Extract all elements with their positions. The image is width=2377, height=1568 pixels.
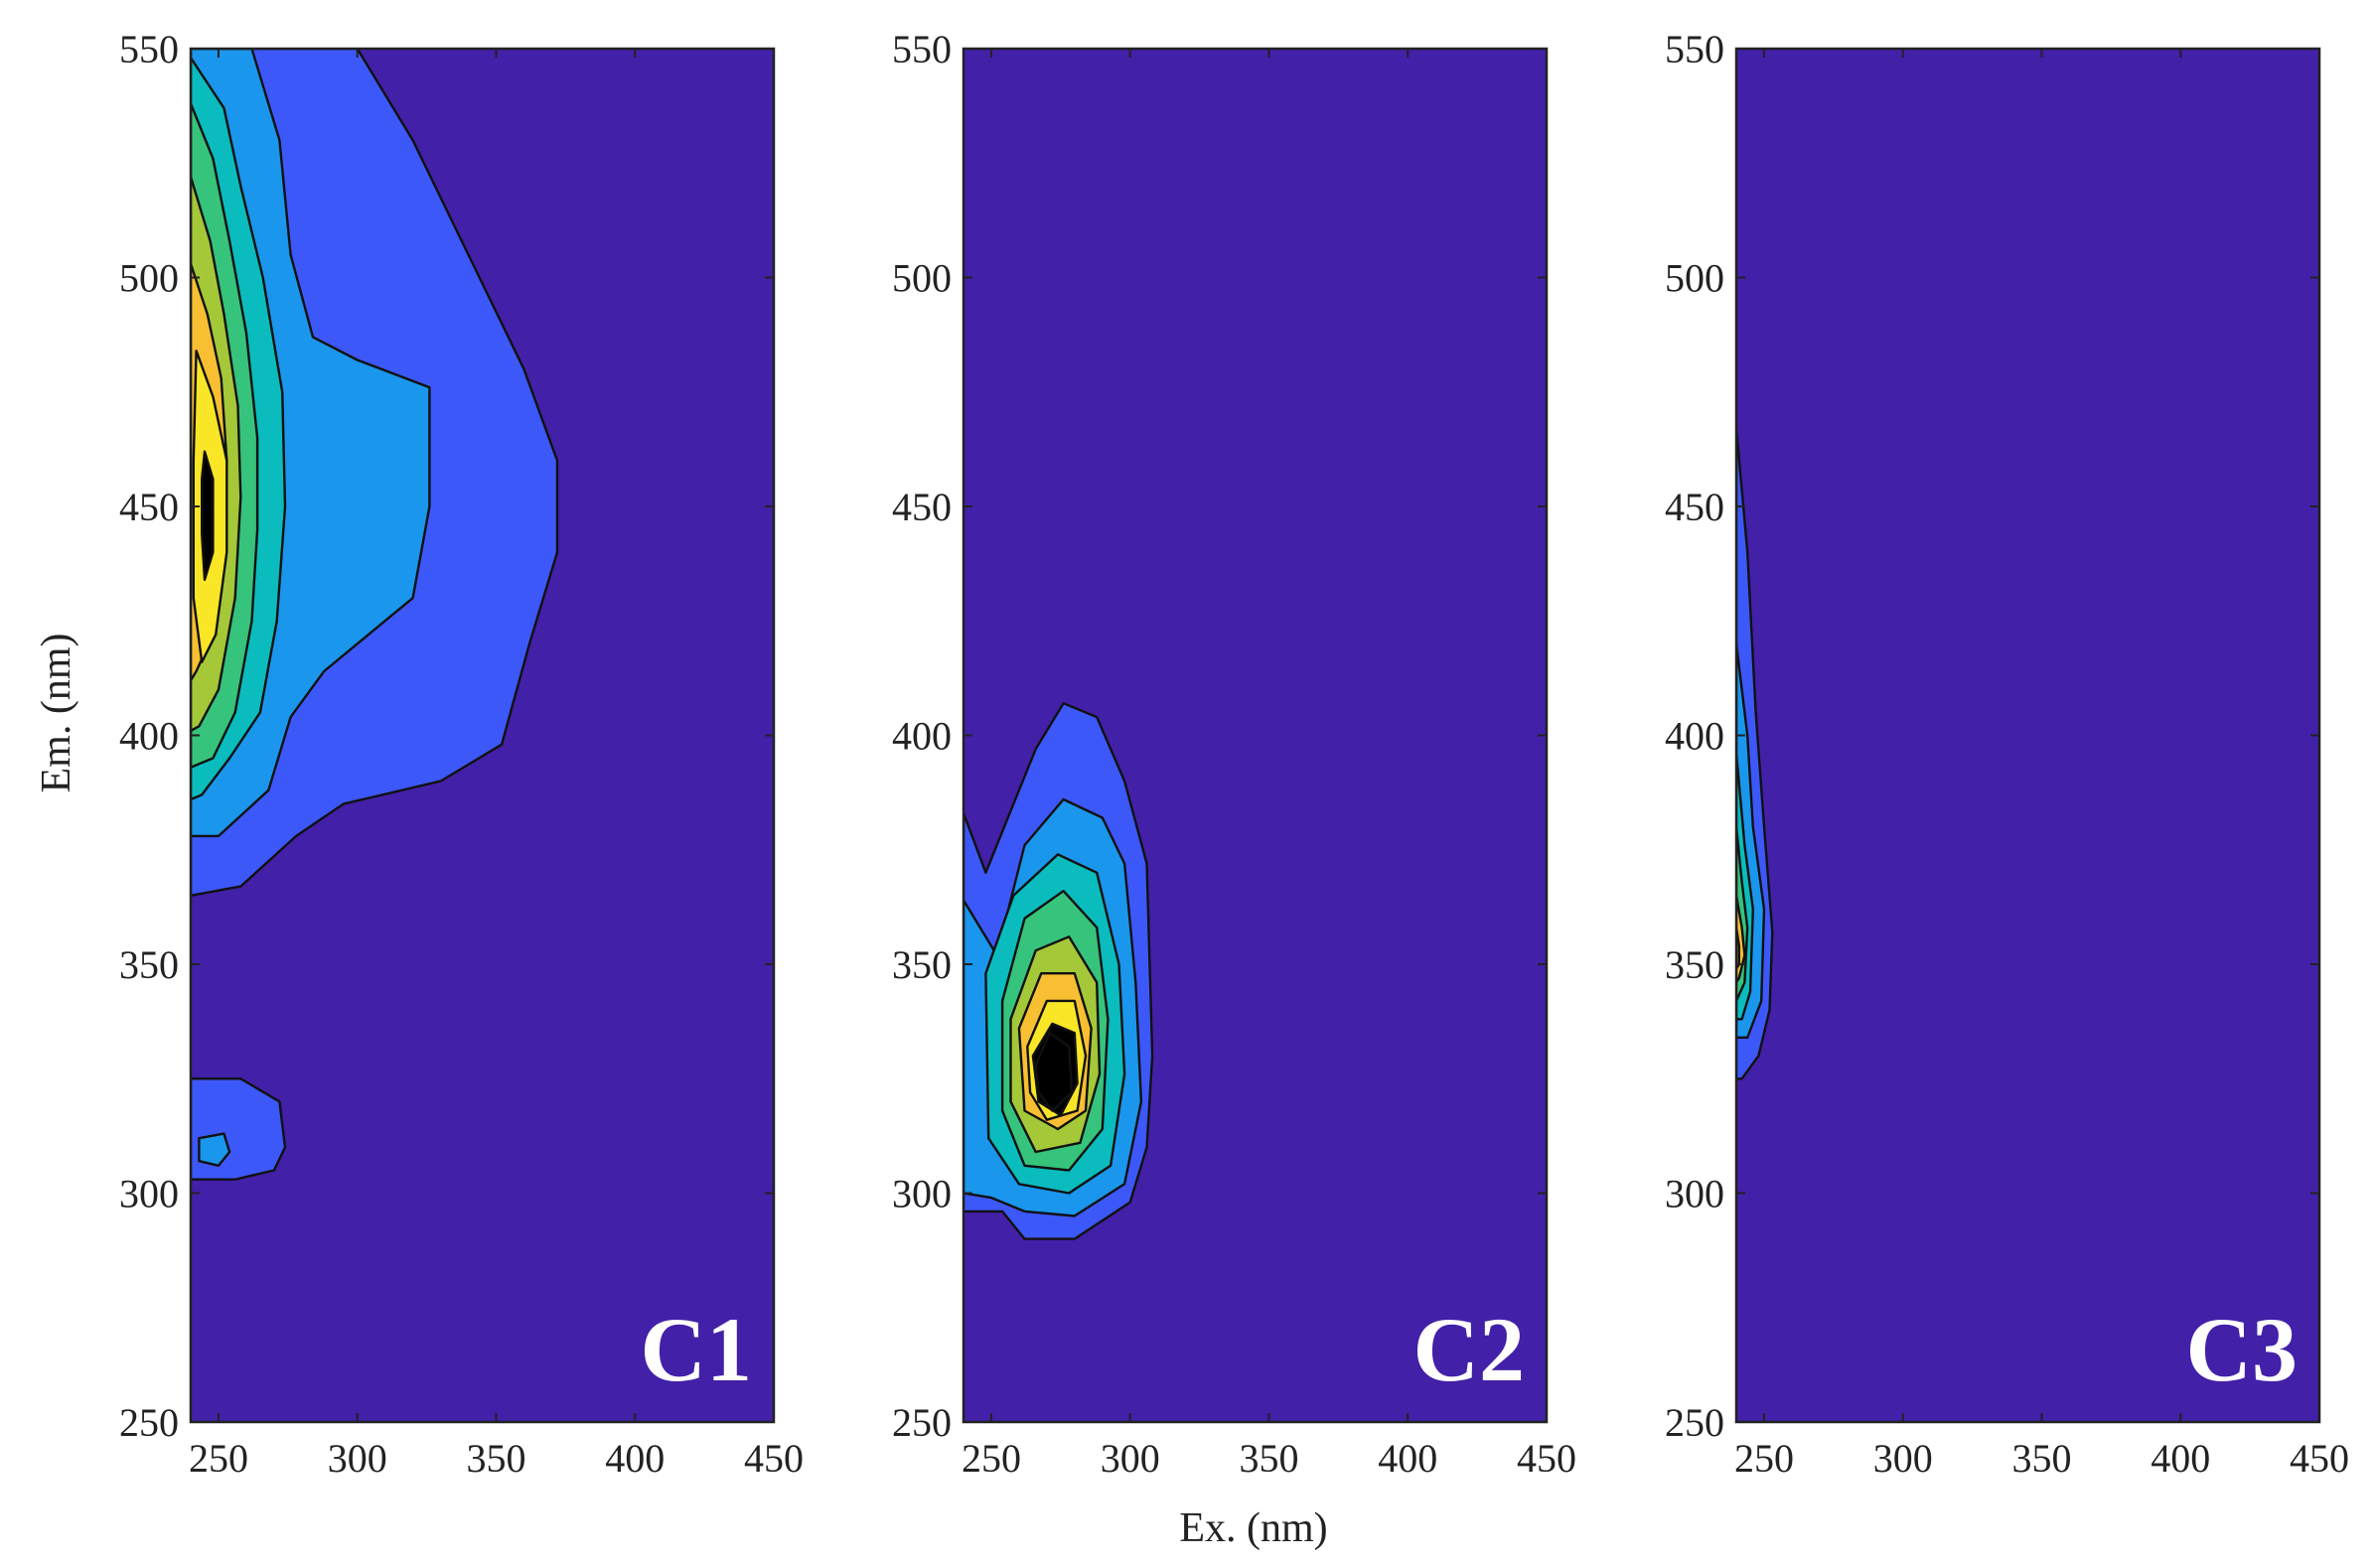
y-tick-label: 350 — [119, 942, 179, 987]
x-tick-label: 350 — [2011, 1436, 2071, 1481]
y-axis-title: Em. (nm) — [34, 634, 79, 793]
contour-group — [191, 49, 559, 1181]
x-tick-label: 300 — [1101, 1436, 1160, 1481]
contour-level-8-8 — [1034, 1031, 1074, 1112]
y-tick-label: 500 — [1665, 256, 1724, 301]
x-tick-label: 400 — [2151, 1436, 2210, 1481]
panel-c2: 250 300 350 400 450 250 300 350 400 450 500 550 C2 — [892, 27, 1576, 1481]
contour-level-8-7 — [200, 450, 215, 581]
y-tick-label: 450 — [119, 485, 179, 529]
x-tick-label: 250 — [189, 1436, 248, 1481]
panel-c3: 250 300 350 400 450 250 300 350 400 450 500 550 C3 — [1665, 27, 2349, 1481]
x-tick-label: 450 — [1517, 1436, 1576, 1481]
x-tick-label: 450 — [2290, 1436, 2349, 1481]
x-tick-label: 400 — [1378, 1436, 1437, 1481]
panel-label: C2 — [1413, 1299, 1525, 1400]
contour-level-2-9 — [198, 1132, 231, 1168]
contour-group — [964, 702, 1154, 1240]
y-tick-label: 450 — [892, 485, 952, 529]
y-tick-label: 400 — [1665, 714, 1724, 759]
y-tick-label: 450 — [1665, 485, 1724, 529]
x-tick-label: 450 — [744, 1436, 804, 1481]
x-tick-label: 300 — [328, 1436, 387, 1481]
contour-group — [1736, 427, 1774, 1080]
y-tick-label: 250 — [1665, 1400, 1724, 1445]
y-tick-label: 500 — [892, 256, 952, 301]
x-tick-label: 250 — [962, 1436, 1021, 1481]
y-tick-label: 550 — [119, 27, 179, 71]
x-axis-title: Ex. (nm) — [1179, 1505, 1327, 1551]
x-tick-label: 300 — [1873, 1436, 1933, 1481]
y-tick-label: 550 — [892, 27, 952, 71]
y-tick-label: 350 — [1665, 942, 1724, 987]
y-tick-label: 500 — [119, 256, 179, 301]
y-tick-label: 350 — [892, 942, 952, 987]
y-tick-label: 250 — [119, 1400, 179, 1445]
panel-label: C1 — [641, 1299, 752, 1400]
y-tick-label: 250 — [892, 1400, 952, 1445]
y-tick-label: 400 — [119, 714, 179, 759]
panel-c1: 250 300 350 400 450 250 300 350 400 450 500 550 C1 — [119, 27, 804, 1481]
y-tick-label: 300 — [1665, 1172, 1724, 1216]
x-tick-label: 350 — [466, 1436, 525, 1481]
y-tick-label: 300 — [892, 1172, 952, 1216]
y-tick-label: 300 — [119, 1172, 179, 1216]
x-tick-label: 350 — [1239, 1436, 1298, 1481]
panel-label: C3 — [2186, 1299, 2298, 1400]
x-tick-label: 250 — [1734, 1436, 1794, 1481]
x-tick-label: 400 — [605, 1436, 665, 1481]
y-tick-label: 400 — [892, 714, 952, 759]
y-tick-label: 550 — [1665, 27, 1724, 71]
plot-background — [1736, 49, 2319, 1422]
